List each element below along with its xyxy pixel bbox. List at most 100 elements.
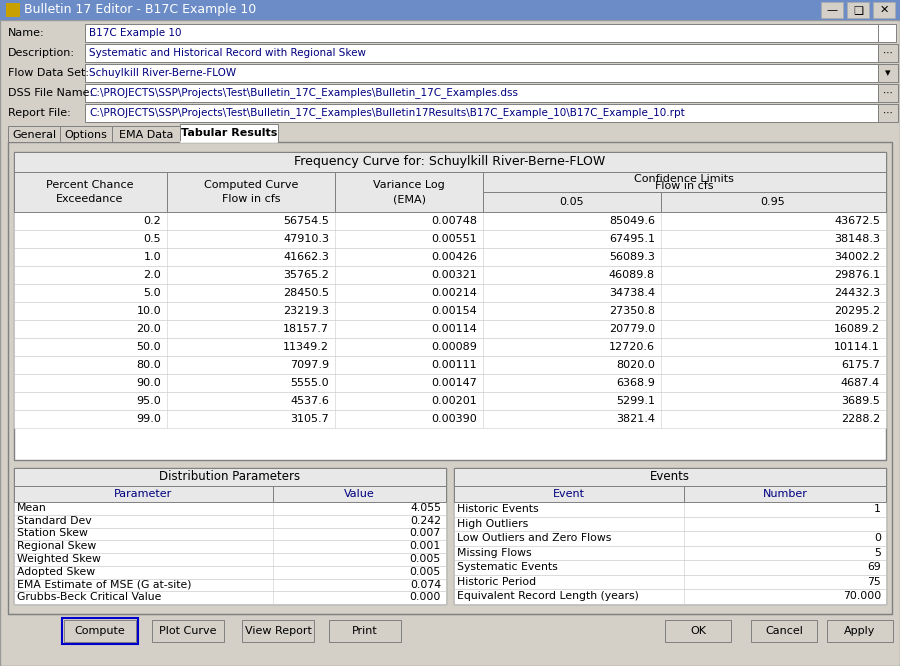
Bar (85, 44, 878, 62)
Bar (454, 575, 886, 589)
Text: 29876.1: 29876.1 (834, 270, 880, 280)
Bar (85, 104, 878, 122)
Bar (14, 468, 446, 604)
Text: 3689.5: 3689.5 (842, 396, 880, 406)
Text: 95.0: 95.0 (136, 396, 161, 406)
Text: B17C Example 10: B17C Example 10 (89, 28, 182, 38)
Text: Grubbs-Beck Critical Value: Grubbs-Beck Critical Value (17, 592, 161, 602)
Text: Historic Period: Historic Period (457, 577, 536, 587)
Bar (64, 620, 136, 642)
Text: Computed Curve: Computed Curve (203, 180, 298, 190)
Text: 85049.6: 85049.6 (609, 216, 655, 226)
Text: 28450.5: 28450.5 (283, 288, 329, 298)
Bar (14, 591, 446, 604)
Text: 38148.3: 38148.3 (834, 234, 880, 244)
Text: 1: 1 (874, 504, 881, 514)
Bar (14, 212, 886, 230)
Bar (454, 517, 886, 531)
Bar (14, 553, 446, 565)
Text: Low Outliers and Zero Flows: Low Outliers and Zero Flows (457, 533, 611, 543)
Text: 6175.7: 6175.7 (842, 360, 880, 370)
Text: 0: 0 (874, 533, 881, 543)
Text: 3105.7: 3105.7 (290, 414, 329, 424)
Text: 90.0: 90.0 (136, 378, 161, 388)
Text: 46089.8: 46089.8 (609, 270, 655, 280)
Text: Equivalent Record Length (years): Equivalent Record Length (years) (457, 591, 639, 601)
Bar (454, 486, 684, 502)
Text: Missing Flows: Missing Flows (457, 547, 532, 557)
Text: ⋯: ⋯ (883, 48, 893, 58)
Bar (14, 374, 886, 392)
Text: General: General (12, 130, 56, 140)
Text: Plot Curve: Plot Curve (159, 626, 217, 636)
Bar (14, 565, 446, 579)
Bar (14, 356, 886, 374)
Text: Bulletin 17 Editor - B17C Example 10: Bulletin 17 Editor - B17C Example 10 (24, 3, 256, 17)
Text: 20295.2: 20295.2 (834, 306, 880, 316)
Bar (14, 338, 886, 356)
Text: 20.0: 20.0 (136, 324, 161, 334)
Bar (821, 2, 843, 18)
Bar (878, 64, 898, 82)
Text: C:\PROJECTS\SSP\Projects\Test\Bulletin_17C_Examples\Bulletin_17C_Examples.dss: C:\PROJECTS\SSP\Projects\Test\Bulletin_1… (89, 87, 518, 99)
Text: 0.074: 0.074 (410, 579, 441, 589)
Text: Percent Chance: Percent Chance (46, 180, 134, 190)
Text: Flow Data Set:: Flow Data Set: (8, 68, 89, 78)
Bar (85, 64, 878, 82)
Bar (242, 620, 314, 642)
Text: DSS File Name:: DSS File Name: (8, 88, 93, 98)
Text: View Report: View Report (245, 626, 311, 636)
Text: 24432.3: 24432.3 (834, 288, 880, 298)
Bar (152, 620, 224, 642)
Bar (14, 579, 446, 591)
Text: Flow in cfs: Flow in cfs (655, 181, 713, 191)
Text: 0.00154: 0.00154 (431, 306, 477, 316)
Bar (847, 2, 869, 18)
Bar (878, 104, 898, 122)
Bar (85, 24, 896, 42)
Bar (273, 486, 446, 502)
Text: Tabular Results: Tabular Results (181, 128, 277, 138)
Text: Event: Event (553, 489, 585, 499)
Text: 43672.5: 43672.5 (834, 216, 880, 226)
Text: ▾: ▾ (886, 68, 891, 78)
Text: 12720.6: 12720.6 (609, 342, 655, 352)
Text: 1.0: 1.0 (143, 252, 161, 262)
Text: 56089.3: 56089.3 (609, 252, 655, 262)
Text: Station Skew: Station Skew (17, 529, 88, 539)
Bar (14, 266, 886, 284)
Text: Adopted Skew: Adopted Skew (17, 567, 95, 577)
Text: 2.0: 2.0 (143, 270, 161, 280)
Bar (14, 527, 446, 540)
Text: 0.00111: 0.00111 (431, 360, 477, 370)
Bar (661, 192, 886, 212)
Text: 20779.0: 20779.0 (609, 324, 655, 334)
Bar (483, 192, 661, 212)
Bar (878, 44, 898, 62)
Text: Systematic Events: Systematic Events (457, 562, 558, 572)
Text: 8020.0: 8020.0 (616, 360, 655, 370)
Text: Apply: Apply (844, 626, 876, 636)
Bar (751, 620, 817, 642)
Bar (14, 486, 273, 502)
Bar (483, 172, 886, 192)
Bar (14, 502, 446, 515)
Text: Weighted Skew: Weighted Skew (17, 554, 101, 564)
Bar (665, 620, 731, 642)
Bar (454, 545, 886, 560)
Bar (873, 2, 895, 18)
Text: 35765.2: 35765.2 (284, 270, 329, 280)
Text: 5: 5 (874, 547, 881, 557)
Text: 0.007: 0.007 (410, 529, 441, 539)
Text: Systematic and Historical Record with Regional Skew: Systematic and Historical Record with Re… (89, 48, 366, 58)
Text: 0.001: 0.001 (410, 541, 441, 551)
Text: 23219.3: 23219.3 (283, 306, 329, 316)
Text: EMA Estimate of MSE (G at-site): EMA Estimate of MSE (G at-site) (17, 579, 192, 589)
Bar (14, 152, 886, 460)
Text: ⋯: ⋯ (883, 88, 893, 98)
Bar (454, 502, 886, 517)
Text: Historic Events: Historic Events (457, 504, 538, 514)
Text: (EMA): (EMA) (392, 194, 426, 204)
Text: 41662.3: 41662.3 (284, 252, 329, 262)
Text: C:\PROJECTS\SSP\Projects\Test\Bulletin_17C_Examples\Bulletin17Results\B17C_Examp: C:\PROJECTS\SSP\Projects\Test\Bulletin_1… (89, 107, 685, 119)
